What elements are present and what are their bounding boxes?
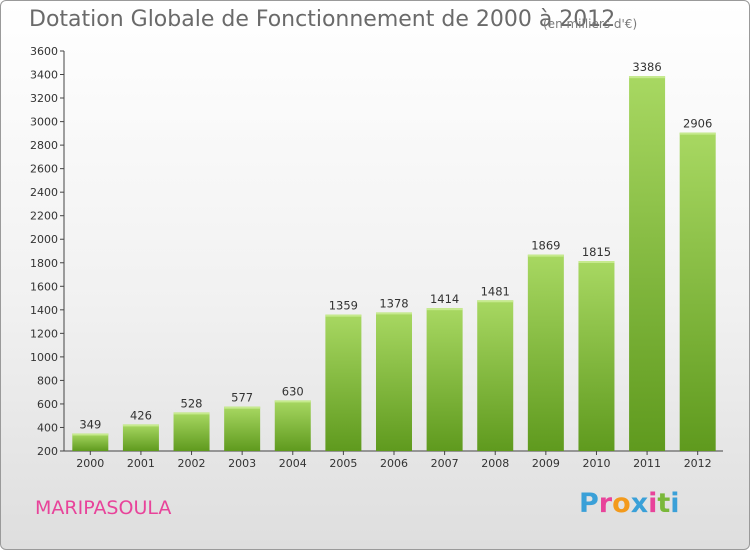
bar-highlight (72, 433, 109, 436)
chart-title: Dotation Globale de Fonctionnement de 20… (29, 7, 616, 32)
bar-2006 (376, 312, 412, 451)
bar-highlight (629, 76, 666, 79)
logo-letter: t (657, 488, 671, 519)
x-tick-label: 2004 (279, 457, 307, 470)
data-label: 349 (79, 417, 101, 431)
x-tick-label: 2001 (127, 457, 155, 470)
y-tick-label: 2200 (30, 210, 58, 223)
x-tick-label: 2006 (380, 457, 408, 470)
x-tick-label: 2005 (329, 457, 357, 470)
data-labels: 349 426 528 577 630 1359 1378 1414 1481 1869 1815 3… (79, 60, 712, 431)
bar-2004 (274, 400, 311, 451)
data-label: 3386 (632, 60, 661, 74)
x-tick-label: 2010 (582, 457, 610, 470)
bar-highlight (274, 400, 311, 403)
chart-subtitle: (en milliers d'€) (543, 17, 638, 31)
x-tick-label: 2009 (532, 457, 560, 470)
y-tick-label: 2000 (30, 233, 58, 246)
data-label: 1378 (379, 296, 408, 310)
bar-highlight (578, 261, 615, 263)
x-tick-label: 2000 (76, 457, 104, 470)
y-tick-label: 1800 (30, 257, 58, 270)
data-label: 528 (181, 396, 203, 410)
logo-letter: o (612, 488, 631, 519)
data-label: 1481 (481, 284, 510, 298)
logo-letter: P (579, 488, 599, 519)
logo-letter: i (670, 488, 680, 519)
y-tick-label: 600 (37, 398, 58, 411)
y-tick-label: 200 (37, 445, 58, 458)
bar-2010 (578, 261, 615, 451)
data-label: 577 (231, 391, 253, 405)
bar-2005 (325, 314, 362, 451)
data-label: 1869 (531, 239, 560, 253)
logo-letter: i (648, 488, 658, 519)
logo-letter: x (630, 488, 649, 519)
y-tick-label: 2400 (30, 186, 58, 199)
data-label: 630 (282, 384, 304, 398)
bar-highlight (679, 132, 716, 135)
commune-name: MARIPASOULA (35, 497, 172, 519)
bars (72, 76, 716, 452)
data-label: 2906 (683, 117, 712, 131)
x-tick-label: 2003 (228, 457, 256, 470)
bar-highlight (426, 308, 463, 311)
y-tick-label: 2600 (30, 163, 58, 176)
x-tick-label: 2002 (178, 457, 206, 470)
bar-2011 (629, 76, 666, 452)
bar-2001 (122, 424, 159, 451)
bar-highlight (376, 312, 412, 315)
bar-2000 (72, 433, 109, 451)
bar-highlight (173, 412, 210, 415)
y-tick-label: 1600 (30, 280, 58, 293)
x-tick-label: 2011 (633, 457, 661, 470)
data-label: 426 (130, 408, 152, 422)
y-tick-label: 3200 (30, 92, 58, 105)
bar-2007 (426, 308, 463, 451)
y-tick-label: 1200 (30, 327, 58, 340)
bar-highlight (325, 314, 362, 317)
data-label: 1414 (430, 292, 459, 306)
data-label: 1359 (329, 299, 358, 313)
proxiti-logo: Proxiti (579, 488, 680, 519)
axes: 200 400 600 800 1000 1200 1400 1600 1800 2000 2200… (30, 45, 723, 470)
bar-2009 (527, 254, 564, 451)
logo-letter: r (598, 488, 613, 519)
y-tick-label: 400 (37, 421, 58, 434)
x-tick-label: 2012 (684, 457, 712, 470)
bar-2012 (679, 132, 716, 451)
bar-highlight (477, 300, 514, 303)
bar-2003 (224, 406, 261, 451)
y-tick-label: 1400 (30, 304, 58, 317)
bar-highlight (122, 424, 159, 427)
y-tick-label: 800 (37, 374, 58, 387)
x-tick-label: 2008 (481, 457, 509, 470)
x-tick-label: 2007 (431, 457, 459, 470)
y-tick-label: 3600 (30, 45, 58, 58)
y-tick-label: 3400 (30, 69, 58, 82)
y-tick-label: 3000 (30, 116, 58, 129)
bar-2008 (477, 300, 514, 451)
y-tick-label: 2800 (30, 139, 58, 152)
bar-highlight (527, 254, 564, 257)
bar-2002 (173, 412, 210, 451)
data-label: 1815 (582, 245, 611, 259)
y-tick-label: 1000 (30, 351, 58, 364)
bar-highlight (224, 406, 261, 409)
